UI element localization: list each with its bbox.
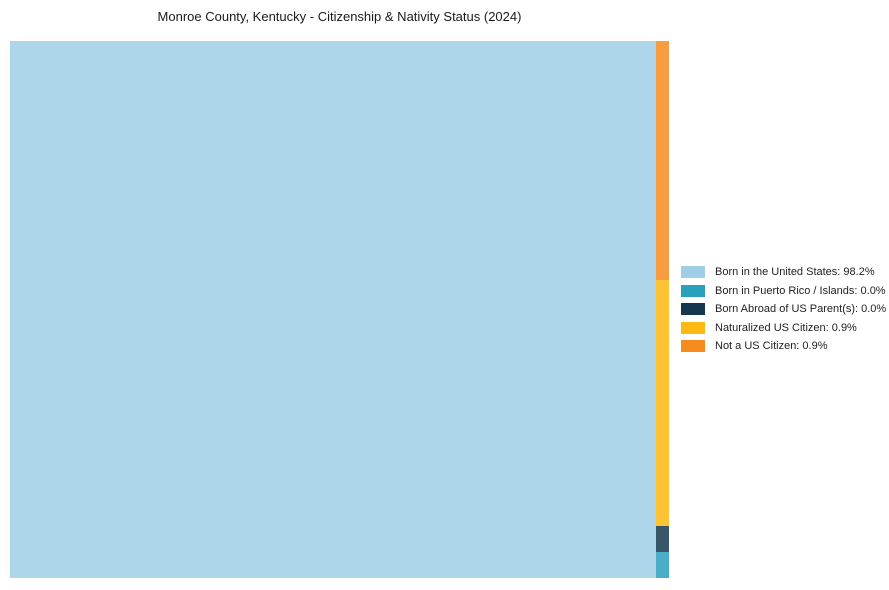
treemap-rect-born-in-the-united-states[interactable] bbox=[10, 41, 656, 578]
treemap-rect-naturalized-us-citizen[interactable] bbox=[656, 280, 669, 526]
treemap-plot bbox=[10, 41, 669, 578]
legend-item-born-in-united-states[interactable]: Born in the United States: 98.2% bbox=[681, 266, 886, 278]
legend-swatch-born-abroad-of-us-parents bbox=[681, 303, 705, 315]
legend-swatch-not-a-us-citizen bbox=[681, 340, 705, 352]
treemap-rect-not-a-us-citizen[interactable] bbox=[656, 41, 669, 280]
legend-swatch-naturalized-us-citizen bbox=[681, 321, 705, 334]
legend-item-naturalized-us-citizen[interactable]: Naturalized US Citizen: 0.9% bbox=[681, 321, 886, 334]
legend-label-born-in-puerto-rico-islands: Born in Puerto Rico / Islands: 0.0% bbox=[715, 284, 886, 297]
treemap-rect-born-in-puerto-rico-islands[interactable] bbox=[656, 552, 669, 578]
legend-label-born-abroad-of-us-parents: Born Abroad of US Parent(s): 0.0% bbox=[715, 303, 887, 315]
chart-title: Monroe County, Kentucky - Citizenship & … bbox=[157, 9, 522, 24]
legend-item-born-abroad-of-us-parents[interactable]: Born Abroad of US Parent(s): 0.0% bbox=[681, 303, 886, 315]
legend-label-born-in-united-states: Born in the United States: 98.2% bbox=[715, 266, 875, 278]
legend-label-not-a-us-citizen: Not a US Citizen: 0.9% bbox=[715, 340, 828, 352]
legend-item-born-in-puerto-rico-islands[interactable]: Born in Puerto Rico / Islands: 0.0% bbox=[681, 284, 886, 297]
legend-item-not-a-us-citizen[interactable]: Not a US Citizen: 0.9% bbox=[681, 340, 886, 352]
legend-label-naturalized-us-citizen: Naturalized US Citizen: 0.9% bbox=[715, 321, 857, 334]
legend: Born in the United States: 98.2% Born in… bbox=[681, 266, 886, 352]
legend-swatch-born-in-puerto-rico-islands bbox=[681, 284, 705, 297]
legend-swatch-born-in-united-states bbox=[681, 266, 705, 278]
treemap-rect-born-abroad-of-us-parents[interactable] bbox=[656, 526, 669, 552]
